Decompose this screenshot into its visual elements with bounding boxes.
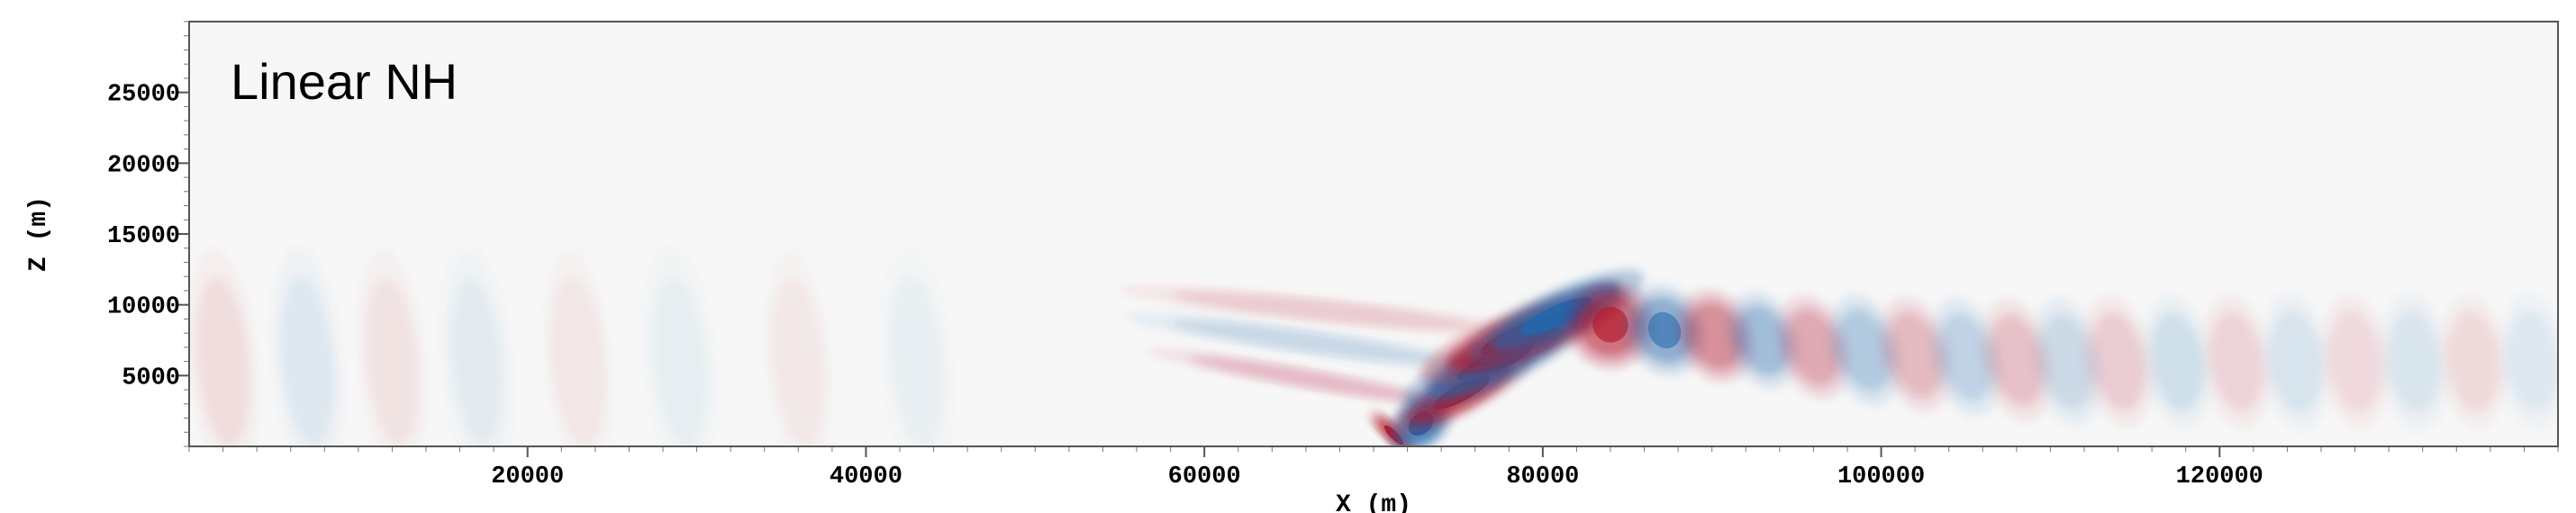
wave-band	[772, 276, 825, 446]
wave-band	[890, 276, 944, 446]
panel-title: Linear NH	[231, 53, 458, 110]
wave-band	[2200, 292, 2272, 430]
wave-band	[2507, 310, 2558, 413]
wave-band-body	[281, 276, 334, 446]
wave-field	[196, 269, 2558, 446]
wave-band	[2319, 292, 2390, 430]
x-tick-label: 80000	[1506, 464, 1579, 490]
wave-band-body	[2328, 310, 2381, 413]
wave-band-body	[2210, 310, 2263, 412]
wave-band-body	[2151, 311, 2204, 411]
wave-band	[2082, 295, 2154, 428]
wave-band-core	[1592, 306, 1628, 343]
major-ticks	[178, 91, 2221, 457]
wave-band-body	[1837, 308, 1891, 392]
x-tick-label: 120000	[2176, 464, 2263, 490]
y-tick-label: 25000	[107, 82, 180, 109]
wave-band-body	[1786, 309, 1841, 386]
plot-frame	[188, 21, 2559, 447]
wave-band-body	[1171, 292, 1474, 329]
x-axis-title: X (m)	[1336, 491, 1411, 513]
wave-band	[281, 276, 334, 446]
y-tick-label: 20000	[107, 152, 180, 179]
wave-band-body	[2507, 310, 2558, 413]
x-tick-label: 100000	[1837, 464, 1925, 490]
wave-band-body	[1172, 320, 1440, 364]
wave-band-body	[1938, 312, 1993, 402]
wave-band-body	[890, 276, 944, 446]
wave-band	[653, 276, 707, 446]
wave-band	[1124, 312, 1487, 371]
wave-band	[2379, 292, 2449, 430]
wave-band-body	[1990, 313, 2044, 407]
wave-band-body	[450, 276, 503, 446]
wave-band-body	[772, 276, 825, 446]
wave-band	[2142, 294, 2213, 428]
y-tick-label: 10000	[107, 294, 180, 321]
wave-band-core	[1647, 311, 1682, 349]
wave-band-body	[2388, 310, 2440, 413]
wave-band-body	[2091, 312, 2145, 411]
wave-band	[1118, 284, 1528, 337]
wave-band-body	[2040, 313, 2094, 410]
wave-band-body	[196, 276, 249, 446]
wave-band	[196, 276, 249, 446]
y-tick-label: 15000	[107, 223, 180, 250]
tick-labels: 20000 40000 60000 80000 100000 120000 5000 1000…	[107, 82, 2263, 490]
wave-band	[366, 276, 419, 446]
wave-band	[1148, 348, 1464, 409]
wave-band	[2447, 310, 2499, 413]
y-tick-label: 5000	[122, 364, 180, 392]
wave-band-body	[551, 276, 605, 446]
wave-band-body	[2270, 310, 2322, 413]
wave-band	[450, 276, 503, 446]
x-tick-label: 20000	[491, 464, 564, 490]
wave-band-body	[653, 276, 707, 446]
wave-band-body	[2447, 310, 2499, 413]
wave-band	[551, 276, 605, 446]
wave-band-body	[1888, 311, 1943, 398]
x-tick-label: 40000	[830, 464, 903, 490]
wave-band-body	[1736, 304, 1791, 376]
x-tick-label: 60000	[1168, 464, 1241, 490]
y-axis-title: Z (m)	[25, 196, 53, 272]
wave-band-body	[1189, 356, 1423, 401]
wave-band	[2261, 292, 2331, 430]
wave-band-body	[366, 276, 419, 446]
